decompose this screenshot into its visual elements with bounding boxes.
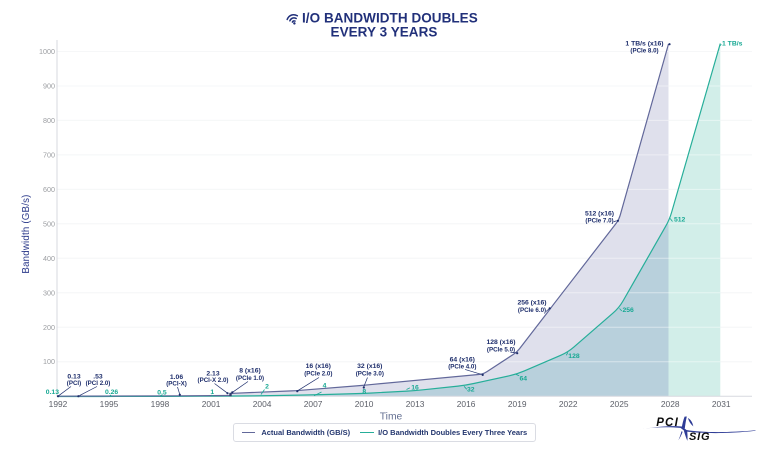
svg-text:2022: 2022 bbox=[559, 399, 578, 409]
svg-text:2001: 2001 bbox=[202, 399, 221, 409]
svg-text:0,5: 0,5 bbox=[157, 389, 167, 396]
svg-text:300: 300 bbox=[43, 288, 55, 297]
svg-text:(PCIe 7.0): (PCIe 7.0) bbox=[585, 218, 613, 225]
svg-text:0.13: 0.13 bbox=[67, 374, 80, 381]
svg-text:512: 512 bbox=[674, 217, 686, 224]
svg-text:512 (x16): 512 (x16) bbox=[585, 211, 614, 218]
svg-text:2031: 2031 bbox=[712, 399, 731, 409]
svg-text:(PCI): (PCI) bbox=[67, 380, 81, 387]
svg-text:2010: 2010 bbox=[355, 399, 374, 409]
svg-text:128: 128 bbox=[568, 353, 580, 360]
svg-text:700: 700 bbox=[43, 150, 55, 159]
svg-text:16: 16 bbox=[411, 384, 419, 391]
svg-text:(PCIe 4.0): (PCIe 4.0) bbox=[448, 363, 476, 370]
svg-text:800: 800 bbox=[43, 116, 55, 125]
svg-text:Time: Time bbox=[380, 412, 403, 423]
svg-text:100: 100 bbox=[43, 357, 55, 366]
svg-text:64 (x16): 64 (x16) bbox=[450, 356, 475, 363]
svg-text:900: 900 bbox=[43, 82, 55, 91]
svg-text:256: 256 bbox=[623, 307, 635, 314]
svg-text:1992: 1992 bbox=[49, 399, 68, 409]
svg-text:256 (x16): 256 (x16) bbox=[517, 299, 546, 306]
svg-text:0.26: 0.26 bbox=[105, 389, 118, 396]
svg-text:16 (x16): 16 (x16) bbox=[306, 363, 331, 370]
svg-text:1995: 1995 bbox=[100, 399, 119, 409]
svg-text:PCI: PCI bbox=[656, 417, 679, 429]
svg-text:8: 8 bbox=[362, 389, 366, 396]
svg-text:1998: 1998 bbox=[151, 399, 170, 409]
svg-text:400: 400 bbox=[43, 254, 55, 263]
svg-text:Bandwidth (GB/s): Bandwidth (GB/s) bbox=[21, 194, 32, 273]
svg-text:1000: 1000 bbox=[39, 47, 55, 56]
svg-text:(PCIe 8.0): (PCIe 8.0) bbox=[630, 48, 658, 55]
svg-text:1 TB/s: 1 TB/s bbox=[722, 41, 743, 48]
svg-text:1.06: 1.06 bbox=[170, 374, 183, 381]
svg-text:(PCI 2.0): (PCI 2.0) bbox=[86, 380, 111, 387]
svg-text:2013: 2013 bbox=[406, 399, 425, 409]
svg-text:(PCI-X 2.0): (PCI-X 2.0) bbox=[198, 377, 229, 384]
svg-text:2007: 2007 bbox=[304, 399, 323, 409]
svg-text:(PCI-X): (PCI-X) bbox=[166, 381, 187, 388]
svg-text:(PCIe 3.0): (PCIe 3.0) bbox=[356, 371, 384, 378]
svg-text:SIG: SIG bbox=[689, 431, 710, 443]
svg-text:1 TB/s (x16): 1 TB/s (x16) bbox=[625, 41, 663, 48]
svg-text:EVERY 3 YEARS: EVERY 3 YEARS bbox=[331, 25, 438, 40]
svg-text:2016: 2016 bbox=[457, 399, 476, 409]
svg-text:2019: 2019 bbox=[508, 399, 527, 409]
svg-text:128 (x16): 128 (x16) bbox=[486, 339, 515, 346]
svg-text:(PCIe 2.0): (PCIe 2.0) bbox=[304, 371, 332, 378]
svg-text:(PCIe 6.0): (PCIe 6.0) bbox=[518, 307, 546, 314]
svg-text:32 (x16): 32 (x16) bbox=[357, 363, 382, 370]
svg-text:0.13: 0.13 bbox=[46, 389, 59, 396]
svg-text:64: 64 bbox=[520, 375, 528, 382]
svg-text:(PCIe 5.0): (PCIe 5.0) bbox=[487, 347, 515, 354]
svg-text:2: 2 bbox=[265, 383, 269, 390]
svg-text:200: 200 bbox=[43, 323, 55, 332]
svg-text:2004: 2004 bbox=[253, 399, 272, 409]
svg-text:8 (x16): 8 (x16) bbox=[239, 368, 261, 375]
svg-text:2028: 2028 bbox=[661, 399, 680, 409]
svg-text:(PCIe 1.0): (PCIe 1.0) bbox=[236, 375, 264, 382]
svg-text:2025: 2025 bbox=[610, 399, 629, 409]
svg-text:I/O BANDWIDTH DOUBLES: I/O BANDWIDTH DOUBLES bbox=[302, 11, 478, 26]
svg-text:4: 4 bbox=[323, 382, 327, 389]
svg-text:2.13: 2.13 bbox=[206, 371, 219, 378]
svg-text:500: 500 bbox=[43, 219, 55, 228]
svg-text:.53: .53 bbox=[93, 374, 103, 381]
svg-text:1: 1 bbox=[210, 389, 214, 396]
svg-text:32: 32 bbox=[467, 387, 475, 394]
svg-text:600: 600 bbox=[43, 185, 55, 194]
